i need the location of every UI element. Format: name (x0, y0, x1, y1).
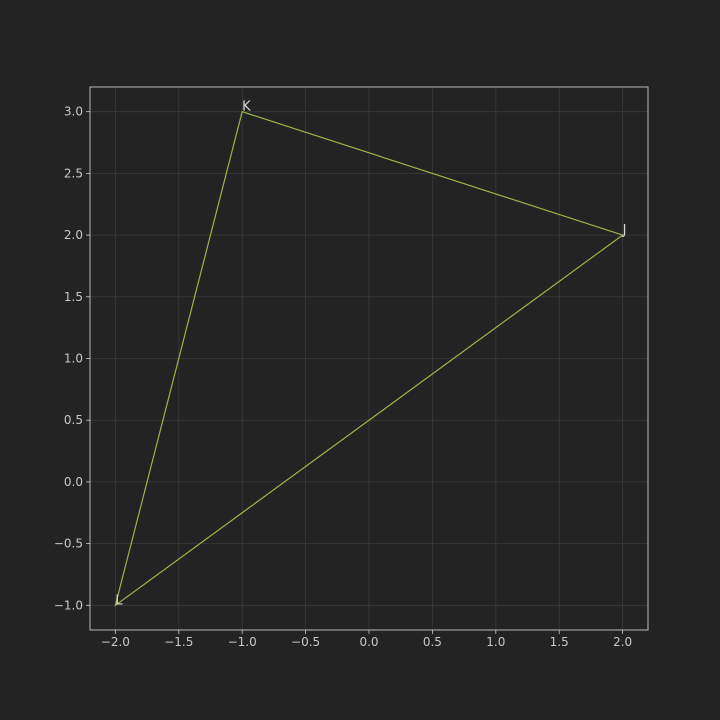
axes: −2.0 −1.5 −1.0 −0.5 0.0 0.5 1.0 1.5 2.0 −1.0 −0.5 0… (54, 86, 649, 649)
vertex-labels: J K L (115, 100, 626, 609)
y-tick-label: 1.5 (64, 290, 83, 304)
y-tick-label: 2.0 (64, 228, 83, 242)
plot-area (114, 110, 624, 607)
x-tick-label: 2.0 (613, 635, 632, 649)
y-tick-label: 1.0 (64, 352, 83, 366)
x-tick-label: −2.0 (101, 635, 130, 649)
y-tick-label: 0.0 (64, 475, 83, 489)
y-tick-label: 0.5 (64, 413, 83, 427)
y-tick-label: −0.5 (54, 537, 83, 551)
vertex-label-j: J (622, 223, 627, 238)
y-tick-label: 2.5 (64, 166, 83, 180)
triangle-outline (114, 110, 624, 607)
x-tick-label: −1.5 (164, 635, 193, 649)
vertex-label-k: K (242, 100, 251, 115)
y-tick-label: 3.0 (64, 105, 83, 119)
y-tick-label: −1.0 (54, 598, 83, 612)
x-tick-label: −1.0 (228, 635, 257, 649)
x-tick-label: 1.5 (550, 635, 569, 649)
x-tick-label: 0.0 (359, 635, 378, 649)
vertex-label-l: L (115, 593, 123, 608)
x-tick-label: 0.5 (423, 635, 442, 649)
x-tick-label: −0.5 (291, 635, 320, 649)
x-tick-label: 1.0 (486, 635, 505, 649)
